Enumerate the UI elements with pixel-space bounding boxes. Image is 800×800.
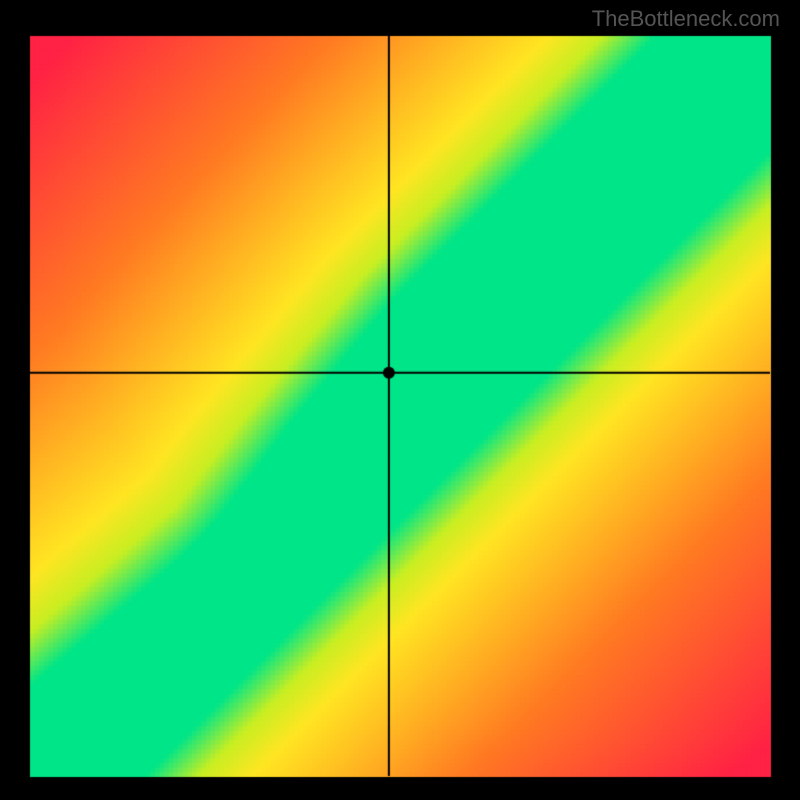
bottleneck-heatmap [0,0,800,800]
watermark-text: TheBottleneck.com [592,6,780,32]
chart-container: TheBottleneck.com [0,0,800,800]
